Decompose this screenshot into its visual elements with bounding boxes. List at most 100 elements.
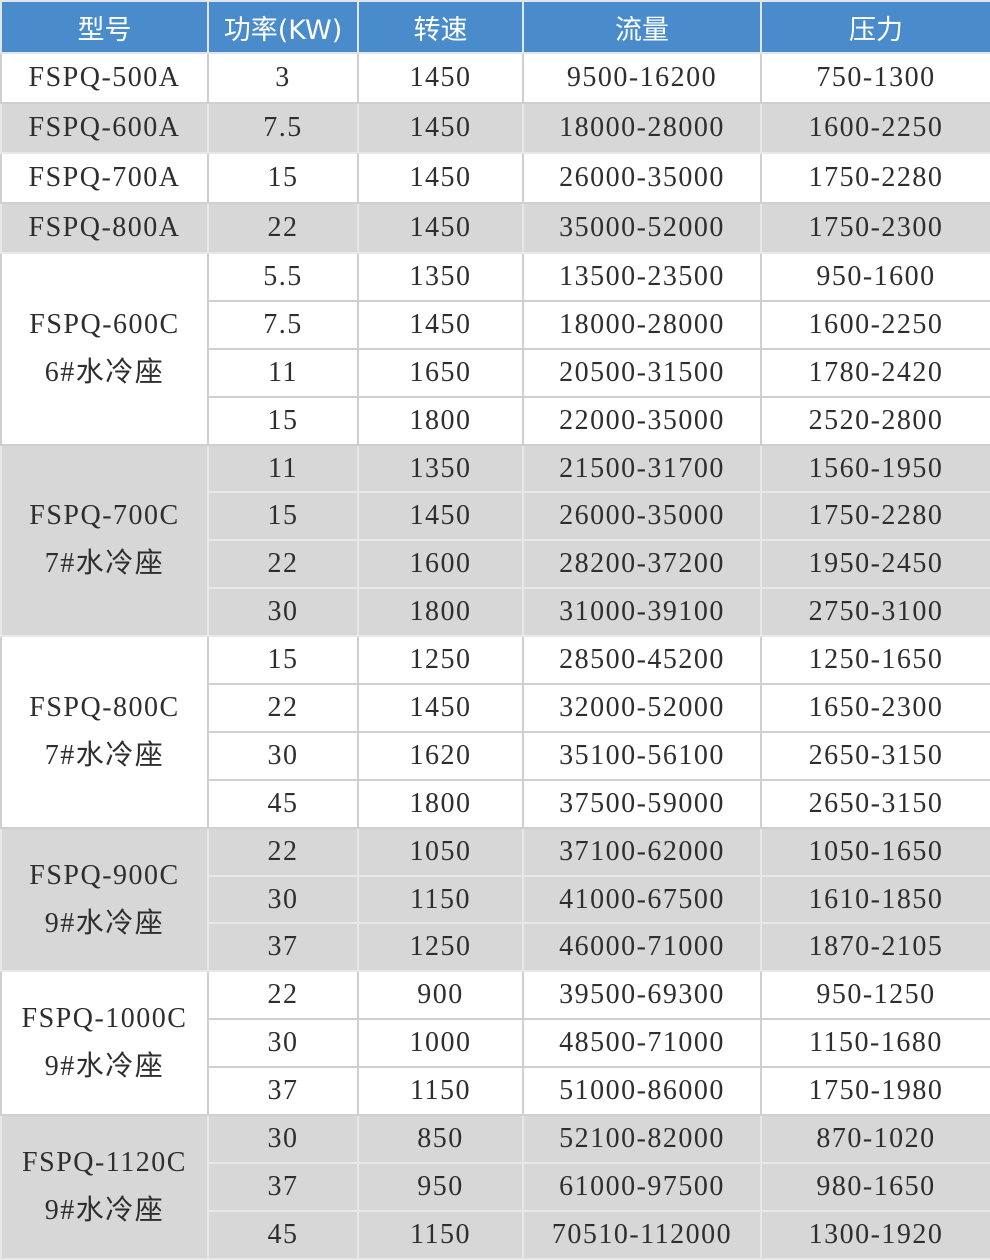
pressure-cell: 1750-1980 [760, 1066, 990, 1117]
flow-cell: 26000-35000 [522, 491, 762, 542]
model-base: 9#水冷座 [44, 1194, 165, 1226]
power-cell: 30 [207, 874, 359, 925]
header-row: 型号 功率(KW) 转速 流量 压力 [0, 0, 990, 54]
model-cell: FSPQ-700C 7#水冷座 [0, 443, 209, 638]
header-flow: 流量 [522, 0, 762, 54]
pressure-cell: 1950-2450 [760, 539, 990, 590]
table-row: 30 1000 48500-71000 1150-1680 [1, 1018, 990, 1069]
table-row: FSPQ-500A 3 1450 9500-16200 750-1300 [0, 52, 990, 104]
header-speed: 转速 [357, 0, 524, 54]
speed-cell: 1350 [357, 443, 524, 494]
table-row: 37 1250 46000-71000 1870-2105 [1, 922, 990, 973]
flow-cell: 41000-67500 [522, 874, 762, 925]
power-cell: 37 [207, 1066, 359, 1117]
flow-cell: 35100-56100 [522, 730, 762, 781]
power-cell: 15 [207, 152, 359, 204]
pressure-cell: 950-1600 [760, 252, 990, 302]
pressure-cell: 2520-2800 [760, 395, 990, 446]
table-row: 37 1150 51000-86000 1750-1980 [1, 1066, 990, 1117]
model-name: FSPQ-900C [29, 859, 180, 891]
flow-cell: 48500-71000 [522, 1018, 762, 1069]
power-cell: 22 [207, 826, 359, 877]
power-cell: 30 [207, 587, 359, 638]
speed-cell: 900 [357, 970, 524, 1021]
model-name: FSPQ-700A [28, 162, 181, 193]
table-row: FSPQ-600C 6#水冷座 5.5 1350 13500-23500 950-1600 [0, 252, 990, 446]
speed-cell: 1150 [357, 1209, 524, 1260]
table-body: FSPQ-500A 3 1450 9500-16200 750-1300 FSPQ-600… [0, 52, 990, 1260]
speed-cell: 950 [357, 1161, 524, 1212]
table-row: FSPQ-1120C 9#水冷座 30 850 52100-82000 870-1020 [0, 1114, 990, 1260]
pressure-cell: 1780-2420 [760, 347, 990, 398]
speed-cell: 1450 [357, 52, 524, 104]
power-cell: 3 [207, 52, 359, 104]
flow-cell: 21500-31700 [522, 443, 762, 494]
model-base: 9#水冷座 [44, 1051, 165, 1083]
speed-cell: 1450 [357, 202, 524, 254]
pressure-cell: 1750-2300 [760, 202, 990, 254]
pressure-cell: 1600-2250 [760, 102, 990, 154]
speed-cell: 1000 [357, 1018, 524, 1069]
pressure-cell: 950-1250 [760, 970, 990, 1021]
power-cell: 30 [207, 1018, 359, 1069]
model-cell: FSPQ-900C 9#水冷座 [0, 826, 209, 973]
model-name: FSPQ-800C [29, 691, 180, 723]
table-row: 45 1800 37500-59000 2650-3150 [1, 778, 990, 829]
pressure-cell: 2650-3150 [760, 730, 990, 781]
speed-cell: 1250 [357, 635, 524, 686]
model-cell: FSPQ-600C 6#水冷座 [0, 252, 209, 446]
table-row: 15 1800 22000-35000 2520-2800 [1, 395, 990, 446]
power-cell: 11 [207, 347, 359, 398]
pressure-cell: 1050-1650 [760, 826, 990, 877]
header-model: 型号 [0, 0, 209, 54]
speed-cell: 1650 [357, 347, 524, 398]
speed-cell: 1800 [357, 587, 524, 638]
pressure-cell: 750-1300 [760, 52, 990, 104]
model-base: 7#水冷座 [44, 739, 165, 771]
pressure-cell: 980-1650 [760, 1161, 990, 1212]
model-cell: FSPQ-600A [0, 102, 209, 154]
pressure-cell: 2750-3100 [760, 587, 990, 638]
table-row: FSPQ-800A 22 1450 35000-52000 1750-2300 [0, 202, 990, 254]
speed-cell: 1450 [357, 491, 524, 542]
header-power: 功率(KW) [207, 0, 359, 54]
model-base: 6#水冷座 [44, 356, 165, 388]
pressure-cell: 1610-1850 [760, 874, 990, 925]
pressure-cell: 2650-3150 [760, 778, 990, 829]
flow-cell: 28200-37200 [522, 539, 762, 590]
power-cell: 22 [207, 970, 359, 1021]
table-row: 11 1650 20500-31500 1780-2420 [1, 347, 990, 398]
speed-cell: 1250 [357, 922, 524, 973]
table-row: 22 1600 28200-37200 1950-2450 [1, 539, 990, 590]
table-row: FSPQ-1000C 9#水冷座 22 900 39500-69300 950-1250 [0, 970, 990, 1117]
flow-cell: 52100-82000 [522, 1114, 762, 1164]
power-cell: 30 [207, 730, 359, 781]
speed-cell: 1450 [357, 299, 524, 350]
model-name: FSPQ-600A [28, 112, 181, 143]
table-row: 30 1800 31000-39100 2750-3100 [1, 587, 990, 638]
flow-cell: 26000-35000 [522, 152, 762, 204]
table-row: 7.5 1450 18000-28000 1600-2250 [1, 299, 990, 350]
speed-cell: 1800 [357, 778, 524, 829]
speed-cell: 1620 [357, 730, 524, 781]
model-cell: FSPQ-800C 7#水冷座 [0, 635, 209, 829]
power-cell: 7.5 [207, 299, 359, 350]
flow-cell: 9500-16200 [522, 52, 762, 104]
power-cell: 15 [207, 491, 359, 542]
table-row: 22 1450 32000-52000 1650-2300 [1, 683, 990, 733]
flow-cell: 20500-31500 [522, 347, 762, 398]
pressure-cell: 1750-2280 [760, 491, 990, 542]
pressure-cell: 1560-1950 [760, 443, 990, 494]
speed-cell: 1050 [357, 826, 524, 877]
flow-cell: 13500-23500 [522, 252, 762, 302]
model-cell: FSPQ-500A [0, 52, 209, 104]
model-name: FSPQ-1120C [22, 1146, 187, 1178]
flow-cell: 51000-86000 [522, 1066, 762, 1117]
flow-cell: 18000-28000 [522, 102, 762, 154]
speed-cell: 850 [357, 1114, 524, 1164]
pressure-cell: 1150-1680 [760, 1018, 990, 1069]
flow-cell: 22000-35000 [522, 395, 762, 446]
flow-cell: 28500-45200 [522, 635, 762, 686]
flow-cell: 32000-52000 [522, 683, 762, 733]
model-cell: FSPQ-1000C 9#水冷座 [0, 970, 209, 1117]
